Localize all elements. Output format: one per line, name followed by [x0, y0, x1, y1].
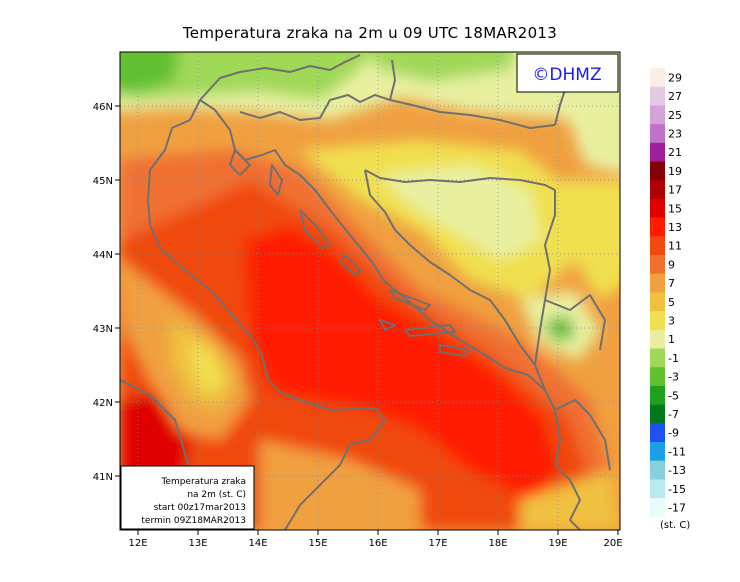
colorbar-level-label: 1: [668, 333, 675, 346]
colorbar-swatch: [650, 367, 665, 387]
lat-label: 45N: [93, 176, 113, 187]
colorbar-level-label: 3: [668, 315, 675, 328]
colorbar-swatch: [650, 198, 665, 218]
lon-label: 20E: [603, 538, 622, 549]
colorbar-swatch: [650, 311, 665, 331]
colorbar-level-label: -15: [668, 483, 686, 496]
lon-label: 14E: [248, 538, 267, 549]
colorbar-swatches: [650, 68, 665, 518]
colorbar-level-label: -11: [668, 445, 686, 458]
info-line: start 00z17mar2013: [154, 503, 246, 513]
colorbar-labels: 29 27 25 23 21 19 17 15 13 11 9 7 5 3 1 -1 -3 -5 -7 -9 -11 -1…: [668, 71, 686, 514]
colorbar-swatch: [650, 105, 665, 125]
colorbar-level-label: -13: [668, 464, 686, 477]
colorbar-level-label: 11: [668, 240, 682, 253]
colorbar-level-label: 17: [668, 184, 682, 197]
colorbar-swatch: [650, 423, 665, 443]
map-frame: [119, 51, 621, 531]
lat-label: 44N: [93, 250, 113, 261]
colorbar-swatch: [650, 404, 665, 424]
colorbar-swatch: [650, 217, 665, 237]
lon-label: 19E: [548, 538, 567, 549]
colorbar-level-label: 25: [668, 109, 682, 122]
colorbar-swatch: [650, 236, 665, 256]
colorbar-swatch: [650, 86, 665, 106]
colorbar-swatch: [650, 273, 665, 293]
colorbar-swatch: [650, 442, 665, 461]
colorbar-swatch: [650, 498, 665, 518]
coastlines-borders: [120, 54, 611, 530]
lon-label: 15E: [308, 538, 327, 549]
watermark-text: ©DHMZ: [532, 65, 601, 85]
graticule: [120, 52, 620, 530]
colorbar-level-label: -1: [668, 352, 679, 365]
lon-label: 12E: [128, 538, 147, 549]
colorbar-swatch: [650, 460, 665, 480]
colorbar-swatch: [650, 479, 665, 499]
colorbar-level-label: -9: [668, 427, 679, 440]
colorbar-swatch: [650, 255, 665, 274]
colorbar-swatch: [650, 348, 665, 368]
lon-label: 16E: [368, 538, 387, 549]
lon-label: 13E: [188, 538, 207, 549]
colorbar-level-label: -17: [668, 501, 686, 514]
colorbar-level-label: -5: [668, 389, 679, 402]
colorbar-swatch: [650, 161, 665, 181]
colorbar-level-label: -3: [668, 371, 679, 384]
info-line: na 2m (st. C): [187, 490, 246, 500]
info-line: termin 09Z18MAR2013: [141, 516, 246, 526]
map-title: Temperatura zraka na 2m u 09 UTC 18MAR20…: [182, 24, 558, 42]
lat-label: 41N: [93, 472, 113, 483]
colorbar-swatch: [650, 68, 665, 87]
lat-label: 43N: [93, 324, 113, 335]
watermark-box: ©DHMZ: [516, 53, 619, 93]
colorbar-swatch: [650, 292, 665, 312]
colorbar-level-label: 7: [668, 277, 675, 290]
colorbar-level-label: 19: [668, 165, 682, 178]
colorbar-level-label: 21: [668, 146, 682, 159]
colorbar-level-label: 15: [668, 202, 682, 215]
colorbar-swatch: [650, 124, 665, 144]
colorbar-swatch: [650, 142, 665, 162]
colorbar-swatch: [650, 180, 665, 200]
colorbar-level-label: 27: [668, 90, 682, 103]
colorbar-unit: (st. C): [660, 520, 690, 531]
lat-label: 42N: [93, 398, 113, 409]
colorbar-level-label: 5: [668, 296, 675, 309]
lat-label: 46N: [93, 102, 113, 113]
lon-label: 18E: [488, 538, 507, 549]
colorbar-level-label: 29: [668, 71, 682, 84]
info-line: Temperatura zraka: [160, 477, 246, 487]
colorbar-swatch: [650, 385, 665, 405]
info-box: Temperatura zraka na 2m (st. C) start 00…: [120, 465, 255, 530]
colorbar-level-label: 23: [668, 127, 682, 140]
colorbar-level-label: 13: [668, 221, 682, 234]
colorbar-level-label: 9: [668, 258, 675, 271]
axis-ticks: [115, 105, 619, 535]
colorbar-swatch: [650, 329, 665, 349]
lon-label: 17E: [428, 538, 447, 549]
temperature-field: [120, 52, 620, 530]
colorbar-level-label: -7: [668, 408, 679, 421]
